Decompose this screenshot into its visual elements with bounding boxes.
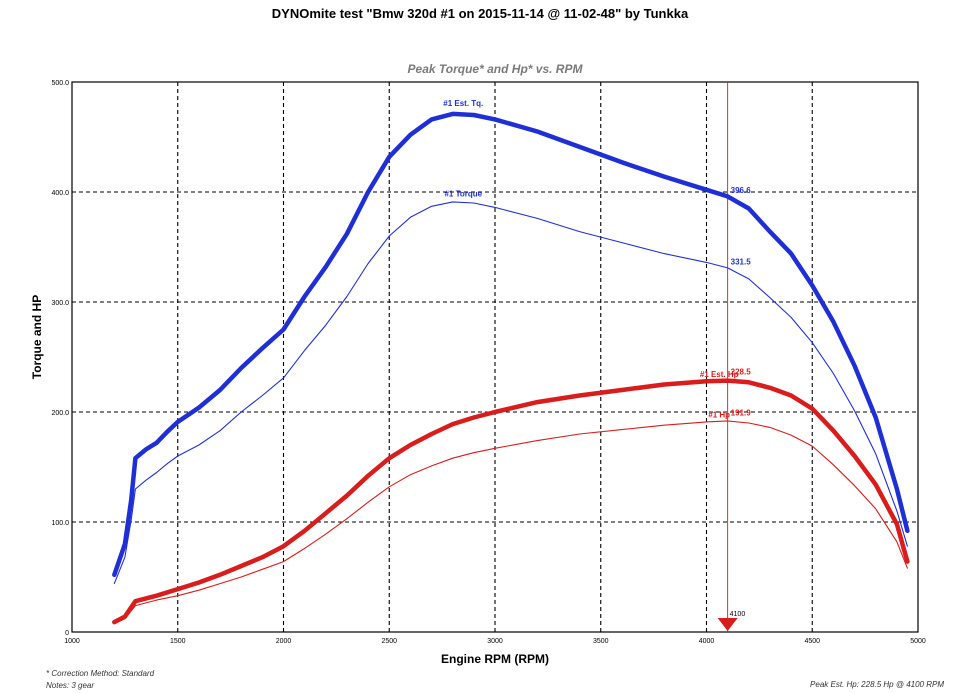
curve-label: #1 Hp [708,411,730,420]
chart-title: DYNOmite test "Bmw 320d #1 on 2015-11-14… [271,6,689,21]
peak-value-label: 396.6 [731,186,752,195]
peak-value-label: 191.9 [731,408,752,417]
curve-label: #1 Est. Tq. [443,99,483,108]
peak-value-label: 331.5 [731,258,752,267]
x-tick-label: 5000 [910,638,926,645]
curve-label: #1 Torque [444,189,482,198]
correction-note: * Correction Method: Standard [46,669,155,678]
x-tick-label: 3500 [593,638,609,645]
series-line-1-hp [113,420,908,624]
x-tick-label: 4000 [699,638,715,645]
y-tick-label: 200.0 [51,410,69,417]
chart-subtitle: Peak Torque* and Hp* vs. RPM [407,62,583,76]
y-tick-label: 0 [65,630,69,637]
y-tick-label: 300.0 [51,300,69,307]
x-tick-label: 3000 [487,638,503,645]
x-tick-label: 2500 [381,638,397,645]
series-line-1-torque [113,201,908,585]
peak-rpm-marker-label: 4100 [730,611,746,618]
peak-value-label: 228.5 [731,368,752,377]
series-line-1-est-hp [112,378,910,625]
y-tick-label: 100.0 [51,520,69,527]
x-tick-label: 1000 [64,638,80,645]
x-tick-label: 4500 [804,638,820,645]
x-tick-label: 1500 [170,638,186,645]
x-tick-label: 2000 [276,638,292,645]
y-tick-label: 500.0 [51,80,69,87]
x-axis-label: Engine RPM (RPM) [441,652,549,666]
peak-summary: Peak Est. Hp: 228.5 Hp @ 4100 RPM [810,680,944,689]
series-line-1-est-tq [112,111,910,578]
y-tick-label: 400.0 [51,190,69,197]
peak-rpm-marker-arrow [717,618,738,631]
notes-text: Notes: 3 gear [46,681,95,690]
curve-label: #1 Est. Hp [700,370,739,379]
